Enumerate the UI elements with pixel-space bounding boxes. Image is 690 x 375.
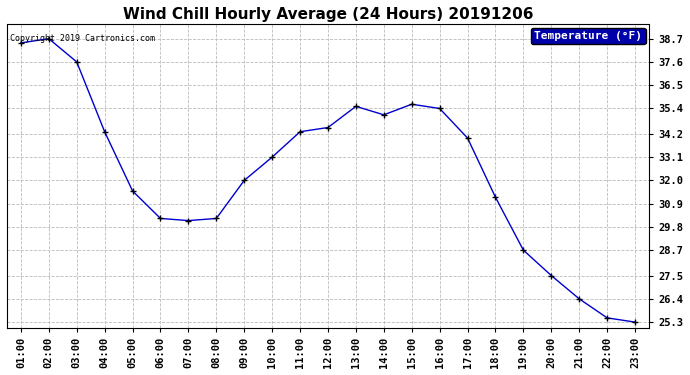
- Title: Wind Chill Hourly Average (24 Hours) 20191206: Wind Chill Hourly Average (24 Hours) 201…: [123, 7, 533, 22]
- Text: Copyright 2019 Cartronics.com: Copyright 2019 Cartronics.com: [10, 34, 155, 43]
- Legend: Temperature (°F): Temperature (°F): [531, 28, 646, 45]
